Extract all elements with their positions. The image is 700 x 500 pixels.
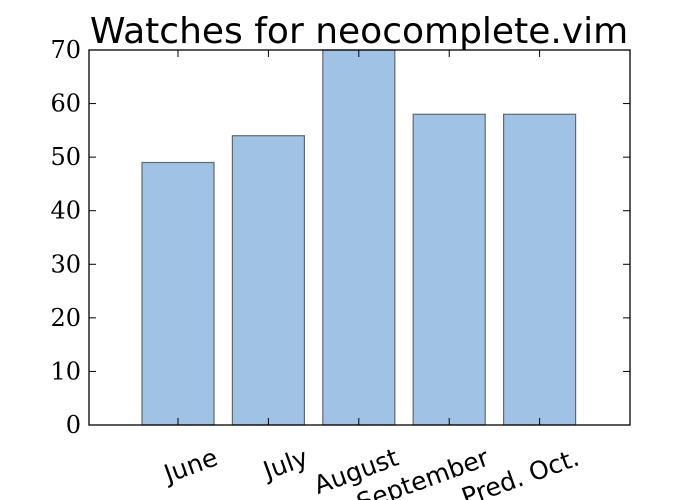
chart-title: Watches for neocomplete.vim	[90, 11, 628, 52]
y-tick-labels: 0 10 20 30 40 50 60 70	[50, 36, 81, 439]
plot-frame	[88, 49, 631, 426]
bar-4	[503, 113, 577, 426]
x-tick-label-0: June	[158, 443, 221, 490]
y-tick-label-7: 70	[50, 36, 81, 64]
bars-group	[141, 49, 577, 426]
axis-ticks	[89, 49, 630, 426]
x-tick-label-1: July	[258, 443, 312, 486]
bar-3	[412, 113, 486, 426]
bar-0	[141, 161, 215, 426]
bar-1	[231, 135, 305, 426]
y-tick-label-5: 50	[50, 143, 81, 171]
y-tick-label-3: 30	[50, 250, 81, 278]
y-tick-label-2: 20	[50, 304, 81, 332]
y-tick-label-0: 0	[66, 411, 81, 439]
y-tick-label-4: 40	[50, 197, 81, 225]
bar-2	[322, 49, 396, 426]
y-tick-label-1: 10	[50, 357, 81, 385]
y-tick-label-6: 60	[50, 90, 81, 118]
